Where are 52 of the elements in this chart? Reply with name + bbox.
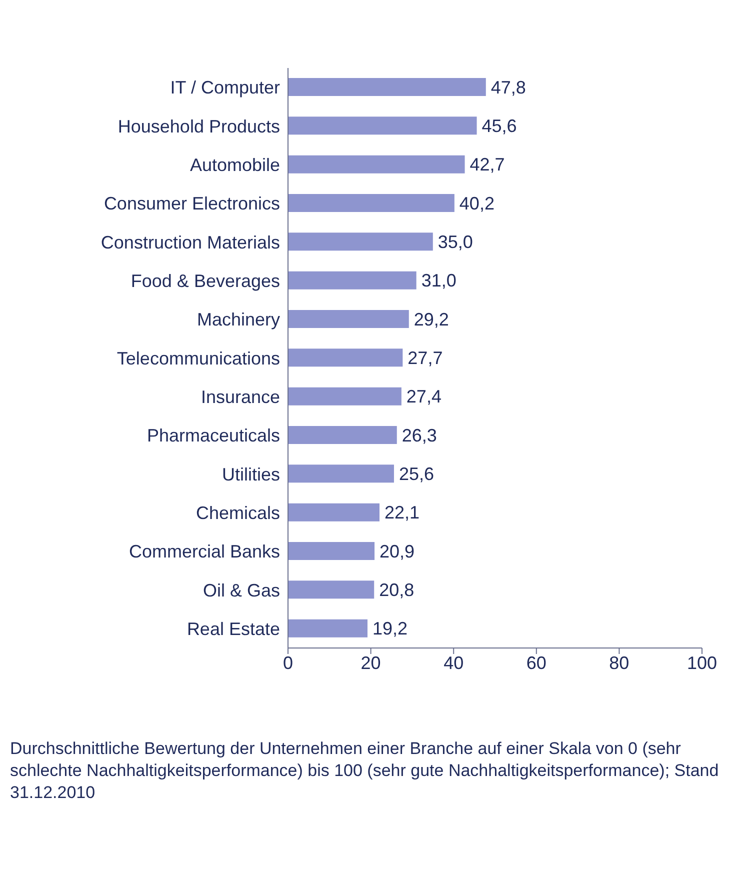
y-tick-label: IT / Computer — [170, 78, 280, 98]
y-tick-label: Automobile — [190, 155, 280, 176]
bar — [288, 542, 375, 560]
x-tick-label: 20 — [360, 652, 381, 673]
bar — [288, 580, 374, 599]
data-label: 47,8 — [490, 77, 526, 98]
y-tick-label: Utilities — [222, 464, 280, 484]
bar — [288, 387, 402, 406]
bar — [288, 503, 380, 522]
y-tick-label: Consumer Electronics — [104, 194, 280, 214]
data-label: 31,0 — [421, 270, 456, 291]
data-label: 20,8 — [379, 580, 414, 600]
bar — [288, 194, 454, 212]
y-tick-label: Machinery — [196, 310, 280, 330]
y-tick-label: Insurance — [200, 387, 280, 408]
data-label: 29,2 — [414, 309, 449, 330]
x-tick-label: 80 — [609, 652, 630, 673]
y-tick-label: Household Products — [118, 116, 280, 136]
y-tick-label: Pharmaceuticals — [146, 426, 280, 446]
y-tick-label: Telecommunications — [116, 348, 280, 368]
data-label: 20,9 — [380, 541, 415, 562]
bar — [288, 310, 409, 328]
data-label: 45,6 — [482, 116, 517, 136]
data-label: 27,4 — [406, 386, 442, 407]
data-label: 26,3 — [402, 425, 437, 446]
x-tick-label: 100 — [686, 652, 718, 673]
data-label: 25,6 — [398, 464, 434, 484]
x-tick-label: 60 — [526, 652, 546, 673]
y-tick-label: Oil & Gas — [202, 580, 280, 600]
data-label: 22,1 — [384, 502, 420, 523]
y-tick-label: Food & Beverages — [130, 271, 280, 292]
bar — [288, 348, 403, 367]
bar — [288, 426, 397, 444]
data-label: 35,0 — [438, 232, 473, 252]
bar — [288, 232, 433, 251]
data-label: 42,7 — [470, 154, 505, 175]
data-label: 40,2 — [459, 193, 494, 214]
data-label: 27,7 — [408, 348, 443, 368]
bar — [288, 116, 477, 135]
data-label: 19,2 — [372, 618, 408, 639]
x-tick-label: 40 — [444, 652, 464, 673]
text: Durchschnittliche Bewertung der Unternehmen einer Branche auf einer Skala von 0 (sehr schlechte Nachhaltigkeitsperformance) bis 100 (sehr gute Nachhaltigkeitsperformance); Stand 31.12.2010 — [9, 738, 720, 804]
bar — [288, 155, 465, 174]
y-tick-label: Construction Materials — [100, 232, 280, 252]
bar — [288, 464, 394, 483]
bar — [288, 78, 486, 96]
y-tick-label: Real Estate — [186, 619, 280, 640]
bar — [288, 271, 416, 290]
y-tick-label: Commercial Banks — [128, 542, 280, 562]
x-tick-label: 0 — [282, 652, 294, 673]
y-tick-label: Chemicals — [196, 503, 280, 524]
bar — [288, 619, 368, 638]
